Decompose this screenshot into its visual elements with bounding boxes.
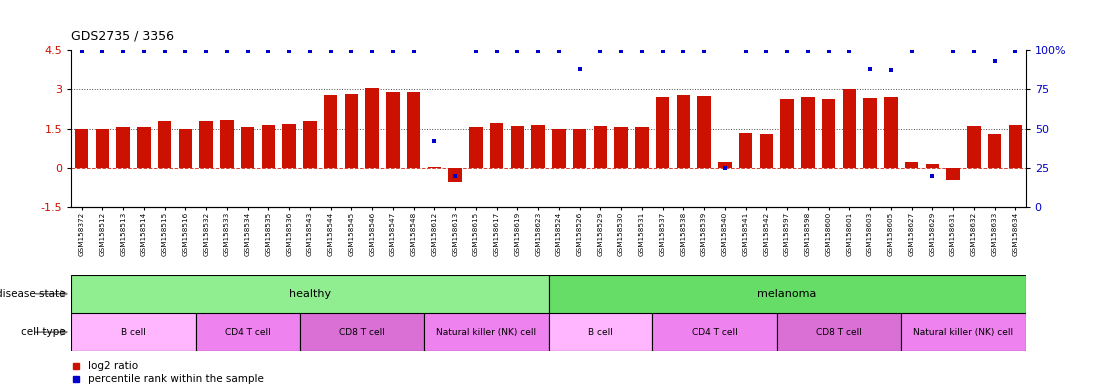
Bar [241, 127, 255, 168]
Bar [677, 95, 690, 168]
Bar [573, 129, 587, 168]
Bar [719, 162, 732, 168]
Bar [158, 121, 171, 168]
Bar [299, 313, 425, 351]
Text: CD8 T cell: CD8 T cell [339, 328, 385, 337]
Bar [863, 98, 877, 168]
Bar [656, 97, 669, 168]
Bar [593, 126, 607, 168]
Bar [552, 129, 566, 168]
Text: cell type: cell type [21, 327, 66, 337]
Bar [884, 97, 897, 168]
Bar [407, 93, 420, 168]
Bar [470, 127, 483, 168]
Bar [635, 127, 648, 168]
Bar [653, 313, 777, 351]
Bar [262, 125, 275, 168]
Bar [510, 126, 524, 168]
Bar [220, 120, 234, 168]
Bar [179, 129, 192, 168]
Bar [195, 313, 299, 351]
Text: Natural killer (NK) cell: Natural killer (NK) cell [437, 328, 536, 337]
Bar [548, 275, 1026, 313]
Bar [1008, 125, 1022, 168]
Text: Natural killer (NK) cell: Natural killer (NK) cell [914, 328, 1014, 337]
Text: disease state: disease state [0, 289, 66, 299]
Bar [801, 97, 815, 168]
Bar [490, 123, 504, 168]
Bar [842, 89, 856, 168]
Bar [947, 168, 960, 180]
Bar [548, 313, 653, 351]
Bar [739, 132, 753, 168]
Text: melanoma: melanoma [757, 289, 817, 299]
Bar [531, 125, 545, 168]
Bar [425, 313, 548, 351]
Bar [365, 88, 378, 168]
Bar [386, 93, 399, 168]
Bar [822, 99, 835, 168]
Text: CD4 T cell: CD4 T cell [225, 328, 271, 337]
Text: percentile rank within the sample: percentile rank within the sample [89, 374, 264, 384]
Bar [75, 129, 89, 168]
Bar [987, 134, 1002, 168]
Bar [71, 275, 548, 313]
Bar [200, 121, 213, 168]
Text: healthy: healthy [289, 289, 331, 299]
Bar [777, 313, 902, 351]
Bar [968, 126, 981, 168]
Bar [905, 162, 918, 168]
Bar [449, 168, 462, 182]
Bar [780, 99, 794, 168]
Bar [95, 129, 110, 168]
Bar [614, 127, 627, 168]
Bar [282, 124, 296, 168]
Bar [759, 134, 773, 168]
Text: log2 ratio: log2 ratio [89, 361, 138, 371]
Text: B cell: B cell [121, 328, 146, 337]
Text: GDS2735 / 3356: GDS2735 / 3356 [71, 29, 174, 42]
Bar [428, 167, 441, 168]
Text: CD8 T cell: CD8 T cell [816, 328, 862, 337]
Bar [902, 313, 1026, 351]
Text: CD4 T cell: CD4 T cell [691, 328, 737, 337]
Bar [303, 121, 317, 168]
Bar [116, 127, 129, 168]
Bar [71, 313, 195, 351]
Bar [698, 96, 711, 168]
Text: B cell: B cell [588, 328, 613, 337]
Bar [926, 164, 939, 168]
Bar [324, 95, 338, 168]
Bar [344, 94, 358, 168]
Bar [137, 127, 150, 168]
